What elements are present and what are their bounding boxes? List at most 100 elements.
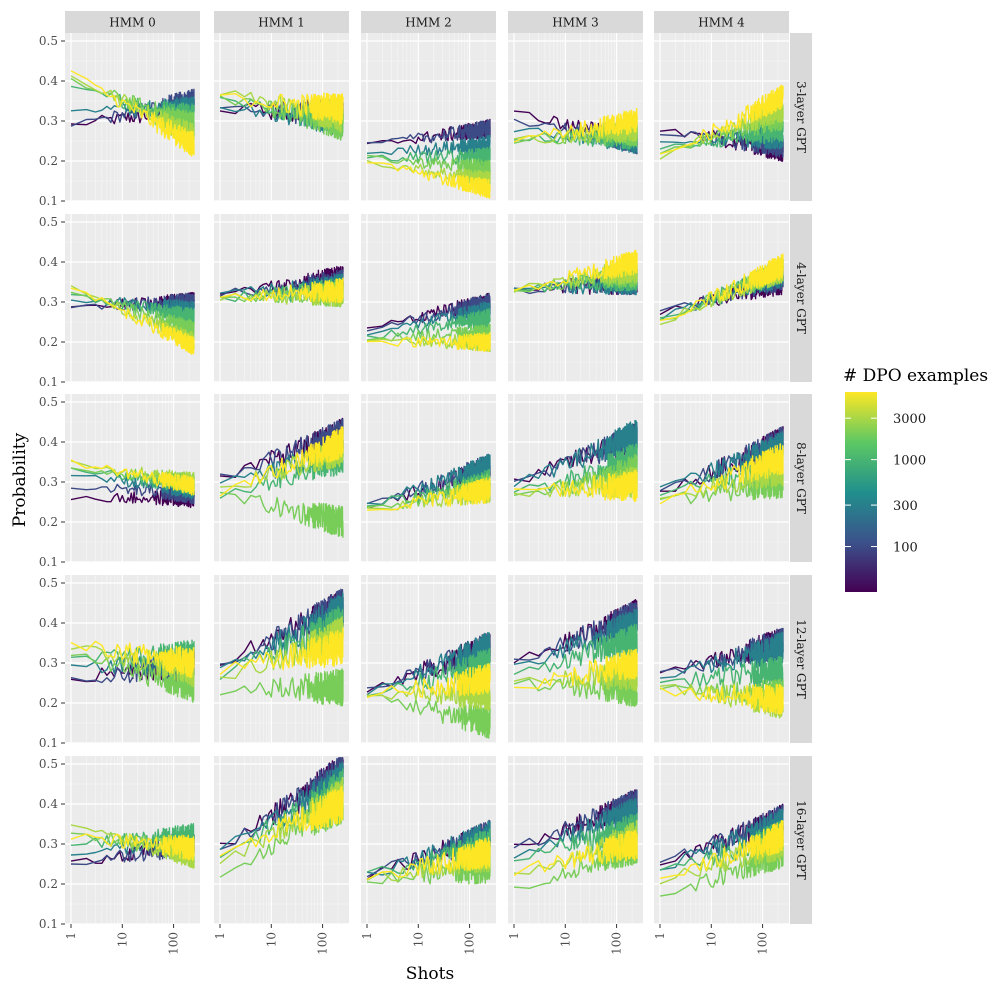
row-strip-bg	[790, 33, 812, 201]
x-tick-label: 10	[115, 932, 129, 947]
x-tick-label: 10	[558, 932, 572, 947]
series-line	[219, 426, 344, 497]
col-strip-label: HMM 0	[109, 16, 156, 30]
facet-panel	[214, 214, 349, 383]
x-tick-label: 100	[316, 932, 330, 955]
series-line	[659, 443, 784, 505]
row-strip-bg	[790, 214, 812, 382]
y-tick-label: 0.4	[39, 797, 58, 811]
series-line	[219, 785, 344, 857]
facet-panel: HMM 3	[508, 11, 643, 202]
series-line	[659, 116, 784, 150]
series-line	[513, 249, 638, 291]
series-line	[219, 277, 344, 304]
facet-panel	[214, 756, 349, 925]
axes: 0.1 0.2 0.3 0.4 0.5 0.1 0.2 0.3 0.4 0.5 0.1 0.2 0.3 0…	[39, 34, 770, 955]
series-line	[70, 70, 195, 157]
series-line	[219, 627, 344, 675]
col-strip	[214, 11, 349, 33]
legend: # DPO examples 100 300 1000 3000	[843, 366, 988, 592]
x-tick-label: 10	[411, 932, 425, 947]
row-strip-label: 4-layer GPT	[794, 262, 808, 334]
facet-panel	[65, 214, 200, 383]
row-strip-bg	[790, 394, 812, 562]
y-tick-label: 0.3	[39, 475, 58, 489]
facet-panel	[361, 575, 496, 744]
series-line	[513, 469, 638, 503]
series-line	[659, 84, 784, 155]
series-line	[70, 833, 195, 861]
series-line	[659, 820, 784, 879]
y-tick-label: 0.1	[39, 375, 58, 389]
row-strip-label: 8-layer GPT	[794, 442, 808, 514]
series-line	[513, 419, 638, 488]
row-strip: 8-layer GPT	[790, 394, 812, 562]
col-strip-label: HMM 1	[258, 16, 305, 30]
series-line	[513, 648, 638, 689]
row-strip: 12-layer GPT	[790, 575, 812, 743]
facet-panel	[654, 214, 789, 383]
facet-panel: HMM 2	[361, 11, 496, 202]
facet-panel	[508, 394, 643, 563]
x-tick-label: 100	[463, 932, 477, 955]
series-line	[366, 454, 491, 505]
legend-colorbar	[845, 392, 877, 592]
y-tick-label: 0.2	[39, 696, 58, 710]
series-line	[366, 694, 491, 739]
x-tick-label: 10	[264, 932, 278, 947]
y-tick-label: 0.3	[39, 295, 58, 309]
facet-panel	[654, 394, 789, 563]
facet-panel: HMM 1	[214, 11, 349, 202]
series-line	[366, 154, 491, 179]
row-strip-bg	[790, 756, 812, 924]
y-tick-label: 0.5	[39, 395, 58, 409]
row-strip-bg	[790, 575, 812, 743]
facet-panel	[65, 756, 200, 925]
facet-panel	[65, 394, 200, 563]
facet-panel	[361, 394, 496, 563]
facet-panel	[508, 575, 643, 744]
series-line	[219, 92, 344, 125]
facet-panel	[65, 575, 200, 744]
facet-panel	[214, 575, 349, 744]
row-strip: 4-layer GPT	[790, 214, 812, 382]
x-tick-label: 1	[653, 932, 667, 940]
y-tick-label: 0.3	[39, 114, 58, 128]
legend-tick-label: 300	[893, 499, 918, 514]
row-strip-label: 16-layer GPT	[794, 800, 808, 879]
series-line	[513, 623, 638, 676]
series-line	[366, 119, 491, 144]
y-tick-label: 0.2	[39, 154, 58, 168]
row-strip: 16-layer GPT	[790, 756, 812, 924]
x-axis-title: Shots	[406, 964, 454, 984]
panel-background	[508, 214, 643, 382]
legend-tick-label: 1000	[893, 454, 926, 469]
y-tick-label: 0.1	[39, 917, 58, 931]
y-tick-label: 0.1	[39, 555, 58, 569]
series-line	[70, 640, 195, 679]
series-line	[70, 459, 195, 496]
y-tick-label: 0.4	[39, 435, 58, 449]
facet-panel: HMM 0	[65, 11, 200, 202]
series-line	[513, 107, 638, 143]
y-axis-title: Probability	[10, 432, 30, 527]
y-tick-label: 0.5	[39, 576, 58, 590]
legend-title: # DPO examples	[843, 366, 988, 386]
series-line	[659, 253, 784, 322]
facet-panel	[508, 214, 643, 383]
facet-panel	[361, 214, 496, 383]
series-line	[366, 331, 491, 352]
series-line	[366, 836, 491, 881]
series-line	[219, 491, 344, 538]
row-strip-label: 3-layer GPT	[794, 81, 808, 153]
facet-panel	[214, 394, 349, 563]
row-strip: 3-layer GPT	[790, 33, 812, 201]
y-tick-label: 0.4	[39, 255, 58, 269]
series-line	[366, 663, 491, 699]
col-strip	[65, 11, 200, 33]
series-line	[219, 668, 344, 707]
col-strip-label: HMM 4	[698, 16, 745, 30]
y-tick-label: 0.5	[39, 757, 58, 771]
x-tick-label: 100	[756, 932, 770, 955]
